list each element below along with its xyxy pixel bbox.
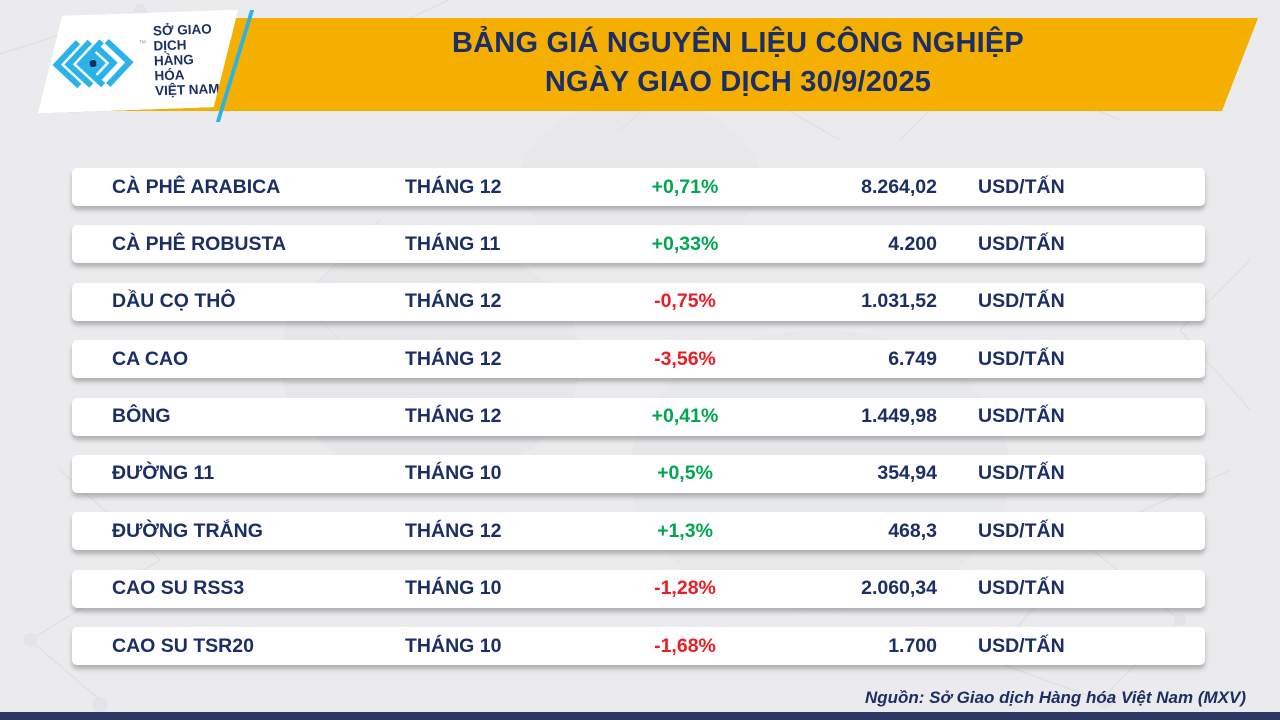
- table-row: CAO SU RSS3 THÁNG 10 -1,28% 2.060,34 USD…: [72, 569, 1205, 608]
- commodity-name: ĐƯỜNG TRẮNG: [112, 519, 263, 542]
- percent-change: -1,28%: [654, 577, 716, 600]
- percent-change: -0,75%: [654, 290, 716, 313]
- logo-text-line2: HÀNG HÓA: [153, 52, 194, 84]
- price-value: 1.449,98: [861, 405, 937, 428]
- price-value: 354,94: [877, 462, 937, 485]
- commodity-name: CAO SU TSR20: [112, 634, 254, 657]
- price-value: 1.700: [888, 634, 937, 657]
- percent-change: +0,33%: [651, 232, 719, 255]
- price-table: CÀ PHÊ ARABICA THÁNG 12 +0,71% 8.264,02 …: [72, 168, 1205, 685]
- contract-month: THÁNG 12: [405, 347, 502, 370]
- commodity-name: CÀ PHÊ ROBUSTA: [112, 232, 287, 255]
- title-banner: BẢNG GIÁ NGUYÊN LIỆU CÔNG NGHIỆP NGÀY GI…: [98, 18, 1258, 111]
- board-title: BẢNG GIÁ NGUYÊN LIỆU CÔNG NGHIỆP NGÀY GI…: [218, 24, 1258, 102]
- percent-change: -3,56%: [654, 347, 716, 370]
- price-unit: USD/TẤN: [978, 577, 1065, 600]
- contract-month: THÁNG 12: [405, 519, 502, 542]
- table-row: CAO SU TSR20 THÁNG 10 -1,68% 1.700 USD/T…: [72, 627, 1205, 666]
- mxv-logo-wordmark: SỞ GIAO DỊCH HÀNG HÓA VIỆT NAM: [153, 21, 226, 98]
- percent-change: +0,5%: [657, 462, 713, 485]
- commodity-name: ĐƯỜNG 11: [112, 462, 215, 485]
- trademark-symbol: ™: [138, 38, 147, 48]
- contract-month: THÁNG 12: [405, 175, 502, 198]
- table-row: DẦU CỌ THÔ THÁNG 12 -0,75% 1.031,52 USD/…: [72, 282, 1205, 321]
- price-value: 8.264,02: [861, 175, 937, 198]
- board-title-line2: NGÀY GIAO DỊCH 30/9/2025: [544, 66, 932, 98]
- percent-change: -1,68%: [654, 634, 716, 657]
- contract-month: THÁNG 12: [405, 290, 502, 313]
- commodity-name: BÔNG: [112, 405, 171, 428]
- board-title-line1: BẢNG GIÁ NGUYÊN LIỆU CÔNG NGHIỆP: [452, 27, 1024, 59]
- commodity-name: CAO SU RSS3: [112, 577, 245, 600]
- price-unit: USD/TẤN: [978, 634, 1065, 657]
- price-value: 2.060,34: [861, 577, 937, 600]
- percent-change: +0,71%: [651, 175, 719, 198]
- table-row: CÀ PHÊ ARABICA THÁNG 12 +0,71% 8.264,02 …: [72, 168, 1205, 206]
- logo-text-line1: SỞ GIAO DỊCH: [152, 21, 212, 54]
- price-unit: USD/TẤN: [978, 462, 1065, 485]
- source-credit: Nguồn: Sở Giao dịch Hàng hóa Việt Nam (M…: [864, 688, 1246, 707]
- price-value: 1.031,52: [861, 290, 937, 313]
- price-unit: USD/TẤN: [978, 175, 1065, 198]
- percent-change: +1,3%: [657, 519, 713, 542]
- price-value: 468,3: [888, 519, 937, 542]
- mxv-logo-icon: [49, 35, 137, 92]
- price-unit: USD/TẤN: [978, 232, 1065, 255]
- commodity-name: CÀ PHÊ ARABICA: [112, 175, 281, 198]
- commodity-name: CA CAO: [112, 347, 189, 370]
- contract-month: THÁNG 11: [405, 232, 501, 255]
- table-row: CA CAO THÁNG 12 -3,56% 6.749 USD/TẤN: [72, 340, 1205, 379]
- percent-change: +0,41%: [651, 405, 719, 428]
- price-value: 6.749: [888, 347, 937, 370]
- price-unit: USD/TẤN: [978, 290, 1065, 313]
- price-unit: USD/TẤN: [978, 347, 1065, 370]
- table-row: CÀ PHÊ ROBUSTA THÁNG 11 +0,33% 4.200 USD…: [72, 225, 1205, 264]
- contract-month: THÁNG 10: [405, 577, 502, 600]
- logo-text-line3: VIỆT NAM: [154, 81, 220, 99]
- contract-month: THÁNG 10: [405, 634, 502, 657]
- contract-month: THÁNG 12: [405, 405, 502, 428]
- table-row: BÔNG THÁNG 12 +0,41% 1.449,98 USD/TẤN: [72, 397, 1205, 436]
- mxv-logo-panel: ™ SỞ GIAO DỊCH HÀNG HÓA VIỆT NAM: [34, 9, 241, 113]
- commodity-name: DẦU CỌ THÔ: [112, 290, 236, 313]
- contract-month: THÁNG 10: [405, 462, 502, 485]
- price-value: 4.200: [888, 232, 937, 255]
- bottom-bar: [0, 712, 1280, 720]
- price-unit: USD/TẤN: [978, 519, 1065, 542]
- price-unit: USD/TẤN: [978, 405, 1065, 428]
- table-row: ĐƯỜNG 11 THÁNG 10 +0,5% 354,94 USD/TẤN: [72, 454, 1205, 493]
- table-row: ĐƯỜNG TRẮNG THÁNG 12 +1,3% 468,3 USD/TẤN: [72, 512, 1205, 551]
